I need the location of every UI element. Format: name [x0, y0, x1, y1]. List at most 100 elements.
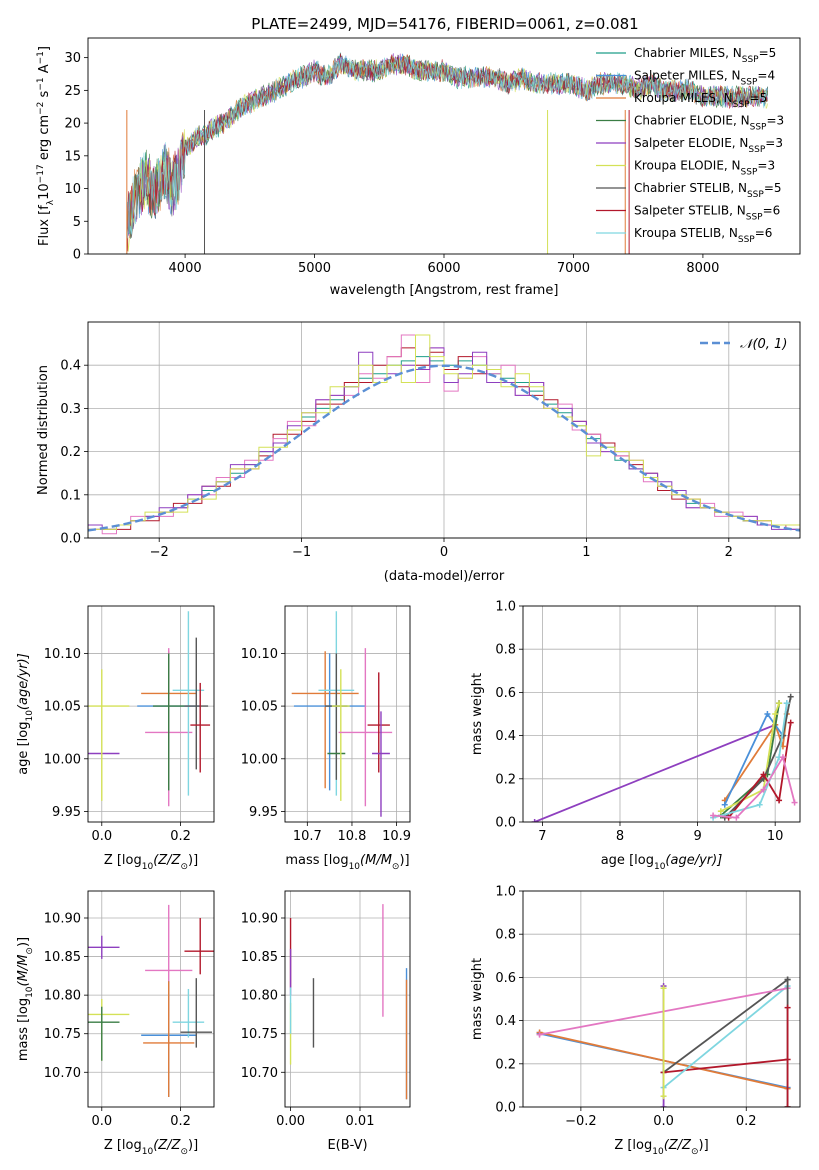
y-tick-label: 1.0	[495, 885, 516, 900]
plot-area	[126, 52, 768, 254]
x-tick-label: 0.01	[346, 1114, 375, 1129]
x-tick-label: 0.2	[170, 1114, 191, 1129]
spectrum-panel: 4000 5000 6000 7000 8000 0 5 10 15 20 25 30 waveleng…	[36, 37, 801, 298]
y-tick-label: 0.4	[495, 729, 516, 744]
legend-entry: Salpeter MILES, NSSP=4	[634, 69, 775, 88]
y-tick-label: 0.3	[60, 402, 81, 417]
plot-area	[536, 976, 791, 1107]
x-axis-label: wavelength [Angstrom, rest frame]	[330, 283, 559, 298]
histogram-series	[88, 347, 800, 538]
x-tick-label: 9	[693, 829, 701, 844]
y-tick-label: 20	[64, 117, 81, 132]
legend-entry: Chabrier ELODIE, NSSP=3	[634, 114, 784, 133]
mass-vs-metallicity-panel: 0.0 0.2 10.70 10.75 10.80 10.85 10.90 Z [log10(…	[16, 890, 215, 1157]
x-tick-label: 4000	[169, 261, 202, 276]
y-tick-label: 0.2	[60, 445, 81, 460]
weight-vs-metallicity-panel: −0.2 0.0 0.2 0.0 0.2 0.4 0.6 0.8 1.0 Z [log10(Z/Z…	[470, 885, 801, 1157]
x-tick-label: 0.0	[91, 829, 112, 844]
x-tick-label: 0.2	[736, 1114, 757, 1129]
y-tick-label: 1.0	[495, 600, 516, 615]
y-tick-label: 10.10	[44, 647, 81, 662]
y-axis-label: Flux [fλ10−17 erg cm−2 s−1 A−1]	[36, 46, 56, 246]
y-tick-label: 10.00	[44, 752, 81, 767]
y-tick-label: 0.8	[495, 643, 516, 658]
y-tick-label: 0.8	[495, 928, 516, 943]
x-tick-label: 7000	[557, 261, 590, 276]
y-tick-label: 10.90	[44, 912, 81, 927]
x-tick-label: 10.9	[382, 829, 411, 844]
y-tick-label: 10.05	[241, 700, 278, 715]
legend-entry: Chabrier MILES, NSSP=5	[634, 46, 776, 65]
spectrum-model-line	[126, 56, 768, 239]
x-tick-label: 8000	[686, 261, 719, 276]
plot-area	[88, 611, 211, 807]
y-tick-label: 0.0	[495, 1101, 516, 1116]
y-tick-label: 0.2	[495, 772, 516, 787]
y-tick-label: 0.0	[60, 532, 81, 547]
axes-frame	[284, 890, 411, 1108]
x-tick-label: 0	[440, 545, 448, 560]
y-axis-label: mass weight	[470, 958, 485, 1040]
y-tick-label: 25	[64, 84, 81, 99]
y-tick-label: 0.6	[495, 971, 516, 986]
y-tick-label: 10.70	[44, 1066, 81, 1081]
age-vs-metallicity-panel: 0.0 0.2 9.95 10.00 10.05 10.10 Z [log10(Z/Z⊙)]…	[16, 605, 215, 872]
spectrum-model-line	[126, 55, 768, 252]
y-tick-label: 30	[64, 51, 81, 66]
legend-entry: Salpeter ELODIE, NSSP=3	[634, 136, 783, 155]
y-tick-label: 0.1	[60, 488, 81, 503]
axes-frame	[87, 605, 215, 823]
x-tick-label: 0.2	[170, 829, 191, 844]
axes-frame	[87, 321, 801, 539]
y-tick-label: 10.05	[44, 700, 81, 715]
x-tick-label: 0.00	[276, 1114, 305, 1129]
y-tick-label: 10	[64, 182, 81, 197]
figure-title: PLATE=2499, MJD=54176, FIBERID=0061, z=0…	[251, 15, 638, 33]
x-axis-label: Z [log10(Z/Z⊙)]	[614, 1138, 708, 1157]
plot-area	[291, 611, 393, 817]
weight-series-line	[663, 985, 789, 1089]
weight-series-line	[534, 703, 780, 822]
y-tick-label: 10.75	[44, 1027, 81, 1042]
legend-entry: Kroupa ELODIE, NSSP=3	[634, 159, 775, 178]
y-tick-label: 10.75	[241, 1027, 278, 1042]
x-tick-label: 1	[582, 545, 590, 560]
weight-series-line	[663, 1058, 788, 1074]
y-tick-label: 5	[73, 215, 81, 230]
x-tick-label: 2	[725, 545, 733, 560]
axes-frame	[87, 37, 801, 255]
mass-vs-ebv-panel: 0.00 0.01 10.70 10.75 10.80 10.85 10.90 E(B-V)	[241, 890, 411, 1153]
x-axis-label: (data-model)/error	[384, 569, 505, 584]
y-tick-label: 9.95	[52, 805, 81, 820]
weight-vs-age-panel: 7 8 9 10 0.0 0.2 0.4 0.6 0.8 1.0 age [log10(age/yr…	[470, 600, 801, 872]
residual-histogram-panel: −2 −1 0 1 2 0.0 0.1 0.2 0.3 0.4 (data-model)/error…	[36, 321, 801, 584]
x-tick-label: 7	[538, 829, 546, 844]
legend-entry: Salpeter STELIB, NSSP=6	[634, 204, 780, 223]
age-vs-mass-panel: 10.7 10.8 10.9 9.95 10.00 10.05 10.10 mass [log…	[241, 605, 411, 872]
x-tick-label: 10.7	[293, 829, 322, 844]
x-axis-label: Z [log10(Z/Z⊙)]	[104, 853, 198, 872]
y-tick-label: 0.0	[495, 816, 516, 831]
y-tick-label: 0	[73, 248, 81, 263]
y-tick-label: 9.95	[249, 805, 278, 820]
x-axis-label: age [log10(age/yr)]	[601, 853, 723, 872]
x-tick-label: 0.0	[91, 1114, 112, 1129]
x-tick-label: 10	[767, 829, 784, 844]
y-axis-label: Normed distribution	[36, 365, 51, 495]
x-tick-label: −2	[150, 545, 169, 560]
legend-entry: Kroupa MILES, NSSP=5	[634, 91, 767, 110]
histogram-series	[88, 334, 800, 538]
x-axis-label: Z [log10(Z/Z⊙)]	[104, 1138, 198, 1157]
legend-entry: 𝒩(0, 1)	[740, 337, 787, 352]
plot-area	[88, 334, 800, 538]
y-tick-label: 0.6	[495, 686, 516, 701]
x-axis-label: E(B-V)	[327, 1138, 367, 1153]
legend-entry: Chabrier STELIB, NSSP=5	[634, 181, 782, 200]
axes-frame	[522, 890, 801, 1108]
weight-series-line	[720, 703, 780, 817]
axes-frame	[87, 890, 215, 1108]
x-tick-label: 6000	[427, 261, 460, 276]
x-axis-label: mass [log10(M/M⊙)]	[285, 853, 409, 872]
x-tick-label: −1	[292, 545, 311, 560]
